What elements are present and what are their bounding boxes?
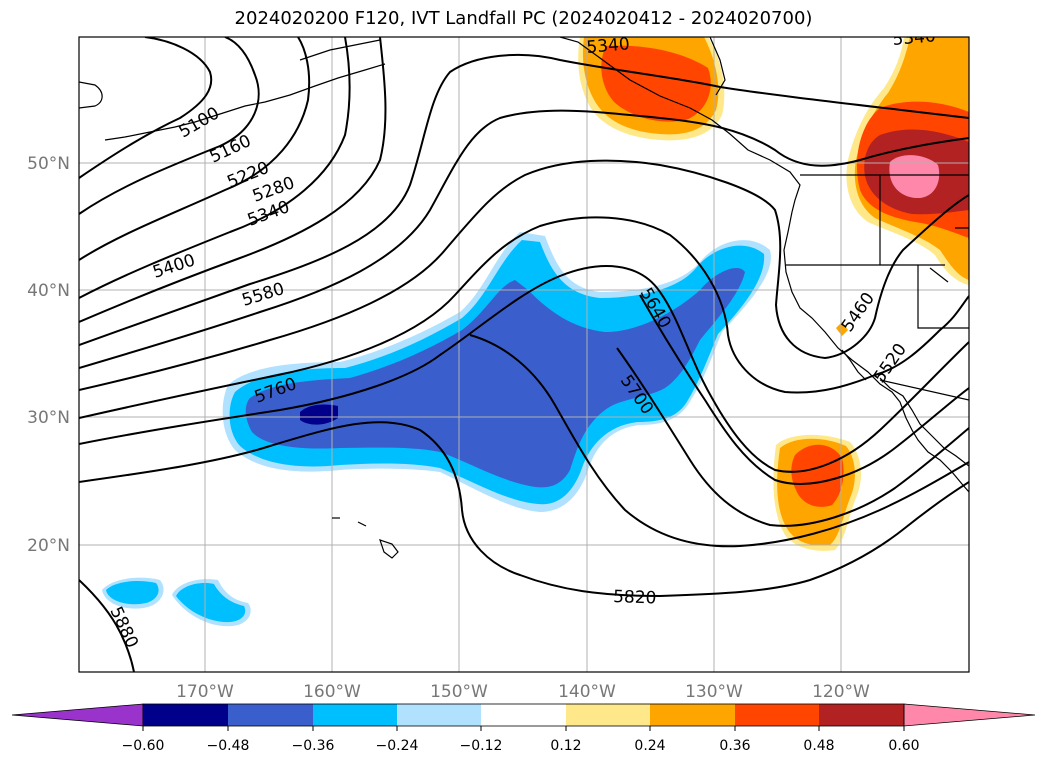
colorbar-tick-label: 0.24: [634, 738, 665, 754]
lat-label: 20°N: [27, 536, 70, 556]
positive-anomaly-region: [578, 37, 969, 551]
colorbar: −0.60 −0.48 −0.36 −0.24 −0.12 0.12 0.24 …: [11, 703, 1036, 754]
colorbar-tick-label: −0.48: [207, 738, 250, 754]
colorbar-segment: [313, 704, 397, 726]
contour-labels: 5100 5160 5220 5280 5340 5400 5580 5760 …: [105, 26, 937, 651]
colorbar-tick-label: 0.12: [550, 738, 581, 754]
height-contours: [79, 37, 969, 672]
colorbar-over-arrow: [903, 703, 1036, 727]
longitude-labels: 170°W 160°W 150°W 140°W 130°W 120°W: [176, 682, 870, 702]
colorbar-tick-label: 0.48: [803, 738, 834, 754]
colorbar-segment: [819, 704, 904, 726]
lat-label: 50°N: [27, 154, 70, 174]
colorbar-segment: [143, 704, 228, 726]
colorbar-tick-label: −0.60: [122, 738, 165, 754]
map-frame: [78, 36, 970, 673]
colorbar-segment: [566, 704, 650, 726]
coastlines: [79, 37, 969, 559]
lon-label: 160°W: [303, 682, 361, 702]
contour-label: 5820: [613, 587, 657, 608]
colorbar-under-arrow: [11, 703, 144, 727]
lon-label: 150°W: [430, 682, 488, 702]
lat-label: 40°N: [27, 281, 70, 301]
colorbar-segment: [481, 704, 566, 726]
latitude-labels: 50°N 40°N 30°N 20°N: [27, 154, 70, 556]
negative-anomaly-region: [102, 232, 771, 627]
contour-label: 5340: [586, 34, 631, 58]
colorbar-segment: [650, 704, 735, 726]
lon-label: 120°W: [812, 682, 870, 702]
colorbar-tick-label: −0.36: [292, 738, 335, 754]
map-title: 2024020200 F120, IVT Landfall PC (202402…: [234, 8, 813, 29]
colorbar-tick-label: 0.60: [888, 738, 919, 754]
lon-label: 140°W: [558, 682, 616, 702]
colorbar-tick-label: −0.24: [376, 738, 419, 754]
colorbar-segment: [735, 704, 819, 726]
colorbar-tick-label: −0.12: [460, 738, 503, 754]
colorbar-segment: [397, 704, 481, 726]
lat-label: 30°N: [27, 408, 70, 428]
graticule: [79, 37, 969, 672]
contour-label: 5340: [892, 26, 937, 50]
colorbar-segment: [228, 704, 313, 726]
lon-label: 130°W: [685, 682, 743, 702]
colorbar-tick-label: 0.36: [719, 738, 750, 754]
lon-label: 170°W: [176, 682, 234, 702]
